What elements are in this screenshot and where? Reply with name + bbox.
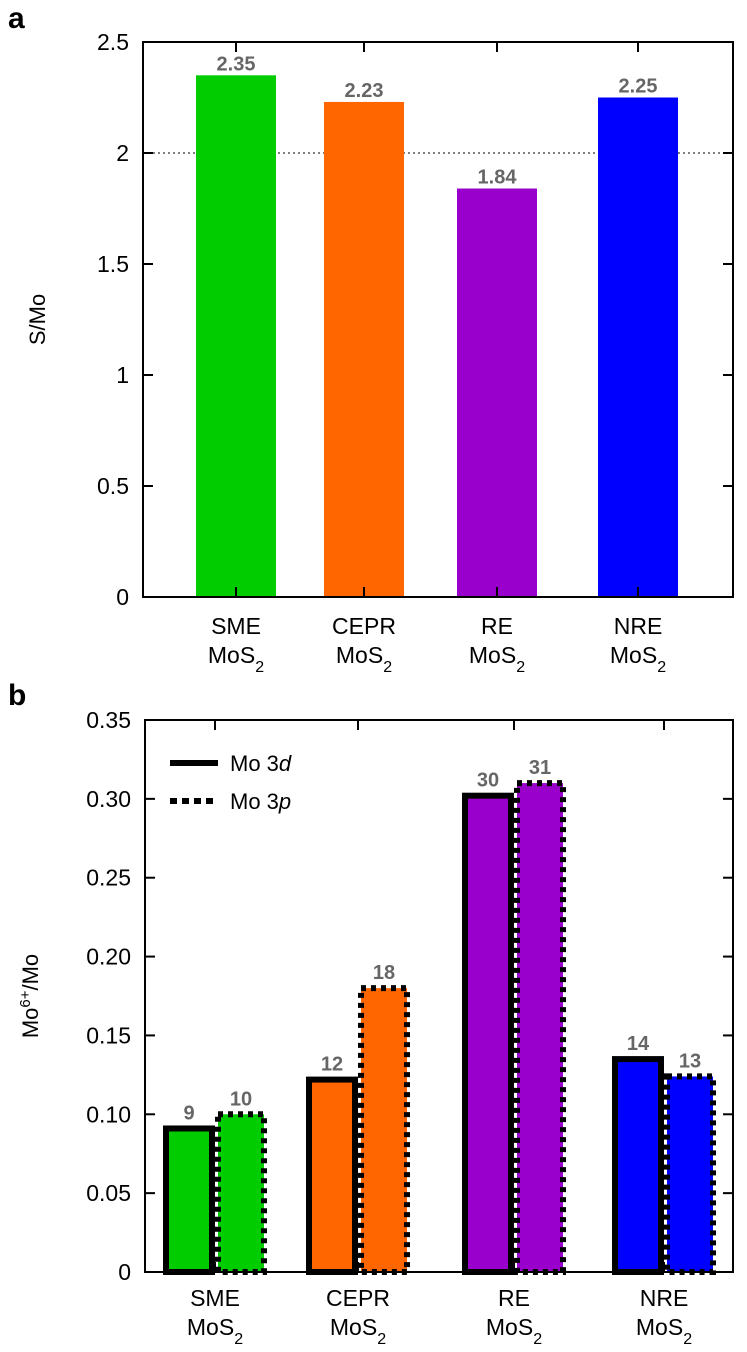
category-label-line2-2: MoS2 — [486, 1314, 542, 1348]
category-label-line1-3: NRE — [614, 613, 663, 639]
category-label-line1-1: CEPR — [326, 1285, 390, 1311]
category-label-line2-1: MoS2 — [336, 642, 392, 676]
y-tick-label-3: 1.5 — [97, 251, 129, 277]
bar-mo-3d-0 — [163, 1125, 215, 1275]
bar-mo-3d-3 — [612, 1056, 664, 1275]
category-label-line1-3: NRE — [640, 1285, 689, 1311]
category-label-line1-1: CEPR — [332, 613, 396, 639]
y-tick-label-5: 2.5 — [97, 29, 129, 55]
y-tick-label-1: 0.05 — [86, 1180, 131, 1206]
category-label-line1-2: RE — [481, 613, 513, 639]
y-tick-label-1: 0.5 — [97, 473, 129, 499]
data-label-0-0: 9 — [183, 1102, 194, 1124]
bar-mo-3p-2 — [514, 780, 566, 1275]
bar-2 — [457, 188, 537, 597]
bar-mo-3d-2 — [462, 792, 514, 1276]
panel-a-chart: a 2.35 2.23 1.84 2.25 0 0.5 1 1.5 2 2.5 SME MoS2 CEPR… — [8, 2, 734, 676]
y-tick-label-2: 0.10 — [86, 1101, 131, 1127]
data-label-1-2: 31 — [529, 757, 551, 779]
category-label-line2-0: MoS2 — [208, 642, 264, 676]
plot-frame — [142, 41, 734, 598]
bar-mo-3p-1 — [358, 985, 410, 1275]
data-label-0: 2.35 — [217, 53, 256, 75]
y-tick-label-4: 0.20 — [86, 944, 131, 970]
panel-b-chart: b 9 10 12 18 30 31 14 13 0 0.05 0.10 0.15 0.20 0.25 0.3… — [8, 679, 734, 1348]
legend-label-1: Mo 3p — [230, 789, 291, 814]
legend-label-0: Mo 3d — [230, 751, 292, 776]
data-label-0-3: 14 — [627, 1033, 650, 1055]
y-tick-label-5: 0.25 — [86, 865, 131, 891]
data-label-1-0: 10 — [230, 1088, 252, 1110]
bar-3 — [598, 97, 678, 597]
category-label-line1-0: SME — [211, 613, 261, 639]
data-label-1-3: 13 — [679, 1050, 701, 1072]
data-label-3: 2.25 — [619, 76, 658, 98]
y-axis-label: S/Mo — [25, 294, 50, 345]
y-tick-label-3: 0.15 — [86, 1022, 131, 1048]
bar-mo-3d-1 — [306, 1076, 358, 1276]
plot-frame — [144, 719, 734, 1273]
data-label-2: 1.84 — [478, 167, 518, 189]
data-label-0-2: 30 — [477, 770, 499, 792]
bar-mo-3p-0 — [215, 1111, 267, 1276]
y-tick-label-2: 1 — [116, 362, 129, 388]
data-label-0-1: 12 — [321, 1054, 343, 1076]
y-axis-label: Mo6+/Mo — [17, 954, 44, 1038]
category-label-line1-0: SME — [190, 1285, 240, 1311]
y-tick-label-7: 0.35 — [86, 707, 131, 733]
category-label-line2-2: MoS2 — [469, 642, 525, 676]
y-tick-label-0: 0 — [118, 1259, 131, 1285]
panel-label-b: b — [8, 679, 26, 712]
bar-1 — [324, 101, 404, 597]
legend: Mo 3d Mo 3p — [170, 751, 292, 814]
y-tick-label-0: 0 — [116, 584, 129, 610]
y-tick-label-4: 2 — [116, 140, 129, 166]
y-tick-label-6: 0.30 — [86, 786, 131, 812]
bar-0 — [196, 75, 276, 598]
data-label-1: 2.23 — [345, 80, 384, 102]
bar-mo-3p-3 — [664, 1073, 716, 1276]
panel-label-a: a — [8, 2, 25, 35]
category-label-line2-1: MoS2 — [330, 1314, 386, 1348]
category-label-line2-0: MoS2 — [187, 1314, 243, 1348]
data-label-1-1: 18 — [373, 962, 395, 984]
category-label-line1-2: RE — [498, 1285, 530, 1311]
category-label-line2-3: MoS2 — [610, 642, 666, 676]
category-label-line2-3: MoS2 — [636, 1314, 692, 1348]
